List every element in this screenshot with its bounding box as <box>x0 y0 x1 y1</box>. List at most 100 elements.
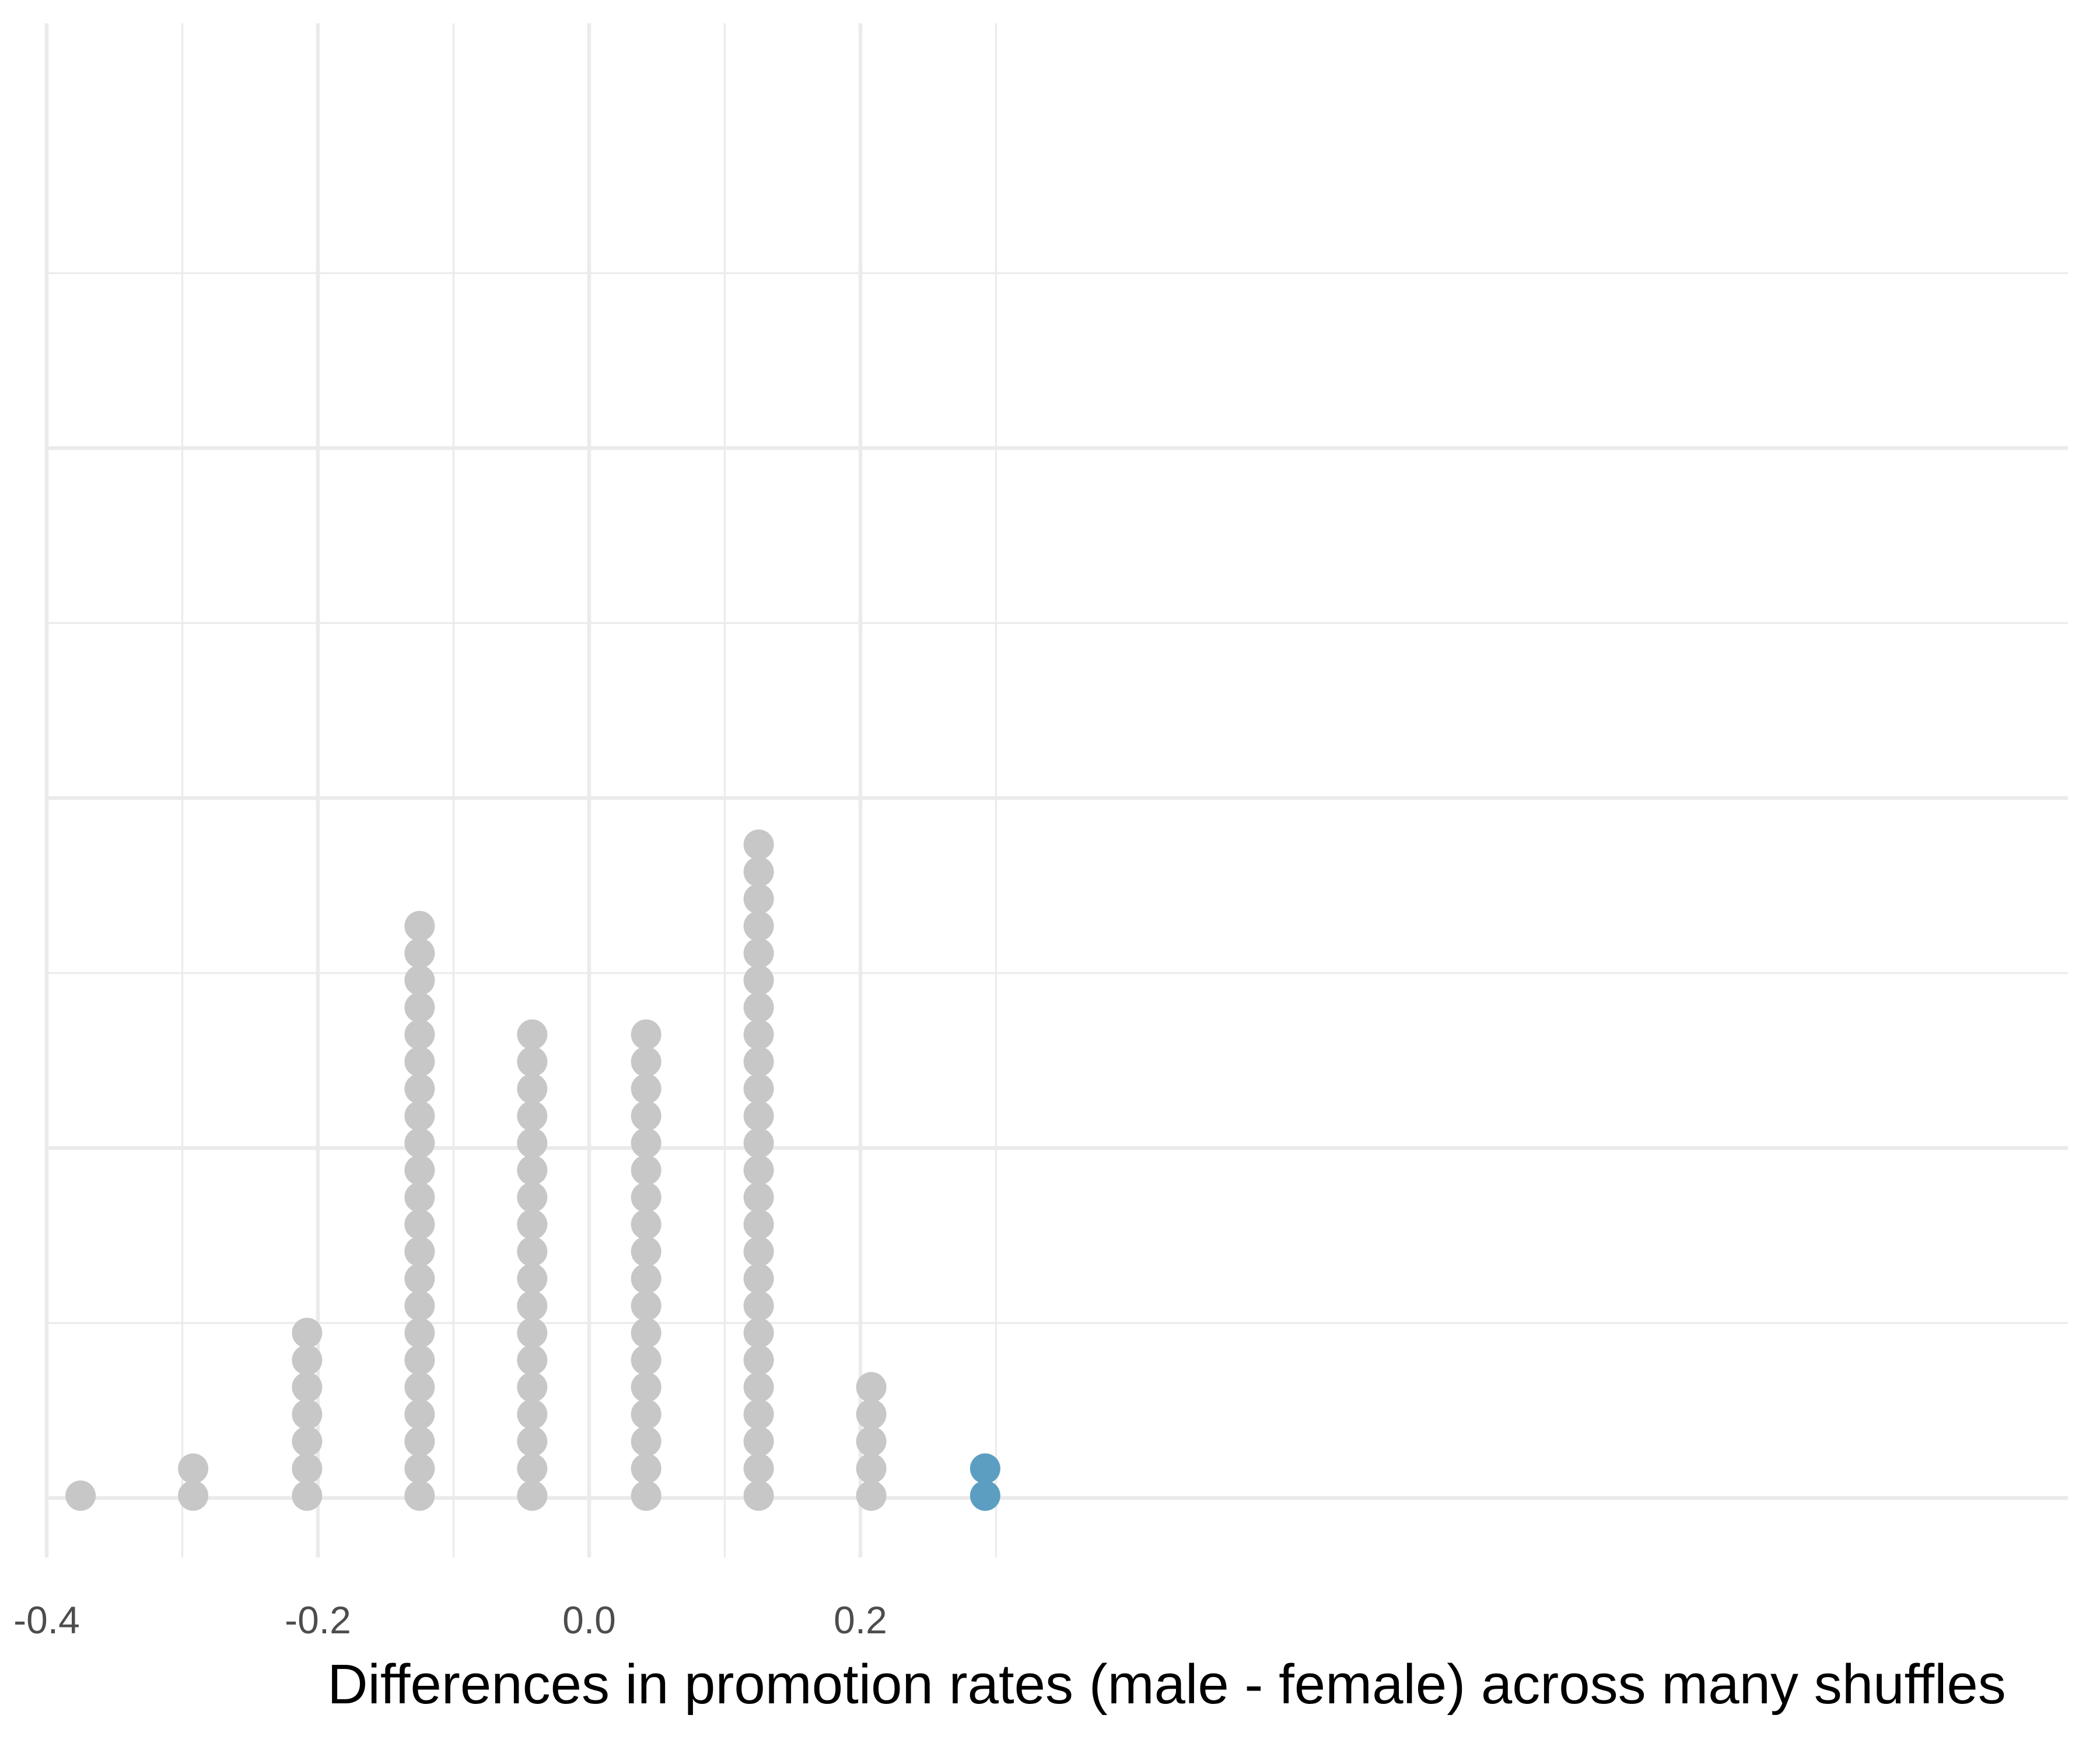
dot <box>631 1182 662 1213</box>
highlight-dot <box>970 1480 1000 1511</box>
dot <box>631 1345 662 1376</box>
dot <box>743 1073 774 1104</box>
dot <box>404 1399 435 1430</box>
dot <box>178 1480 209 1511</box>
dot <box>743 856 774 887</box>
dot <box>404 1236 435 1267</box>
dot <box>631 1264 662 1294</box>
dot <box>631 1236 662 1267</box>
dot <box>743 1372 774 1402</box>
dot <box>404 1264 435 1294</box>
dot <box>631 1046 662 1077</box>
dot <box>743 1046 774 1077</box>
dot <box>404 938 435 968</box>
x-tick-label: 0.0 <box>562 1598 616 1642</box>
dot <box>404 1101 435 1131</box>
dot <box>743 1345 774 1376</box>
dot <box>404 1318 435 1348</box>
dot <box>292 1372 323 1402</box>
dot <box>404 1046 435 1077</box>
x-tick-label: -0.2 <box>285 1598 351 1642</box>
dot <box>517 1264 548 1294</box>
dot <box>631 1399 662 1430</box>
dot <box>743 884 774 914</box>
dots <box>65 830 1000 1511</box>
dot <box>178 1453 209 1484</box>
dot <box>517 1290 548 1321</box>
dot <box>404 1426 435 1457</box>
dot <box>631 1155 662 1185</box>
dot <box>517 1128 548 1158</box>
dot <box>517 1399 548 1430</box>
highlight-dot <box>970 1453 1000 1484</box>
dot <box>517 1019 548 1050</box>
dot <box>856 1453 887 1484</box>
dot <box>743 1318 774 1348</box>
dot <box>292 1399 323 1430</box>
dot <box>404 1345 435 1376</box>
x-tick-label: -0.4 <box>13 1598 80 1642</box>
dot <box>404 1073 435 1104</box>
dot <box>292 1453 323 1484</box>
dot <box>65 1480 96 1511</box>
dot <box>743 1182 774 1213</box>
dot <box>631 1209 662 1240</box>
dot <box>743 1264 774 1294</box>
dot <box>743 830 774 860</box>
dot <box>631 1318 662 1348</box>
dot <box>743 1290 774 1321</box>
dot <box>517 1155 548 1185</box>
dot <box>743 1236 774 1267</box>
dot <box>517 1073 548 1104</box>
dot <box>292 1318 323 1348</box>
dot <box>517 1209 548 1240</box>
dot <box>292 1426 323 1457</box>
dot <box>631 1453 662 1484</box>
dot <box>743 1480 774 1511</box>
dot <box>404 1290 435 1321</box>
dot <box>856 1372 887 1402</box>
dot <box>517 1101 548 1131</box>
dot <box>517 1480 548 1511</box>
dot <box>743 965 774 996</box>
dot <box>631 1426 662 1457</box>
dot <box>856 1480 887 1511</box>
dot <box>631 1101 662 1131</box>
dot <box>517 1182 548 1213</box>
dot <box>743 911 774 942</box>
dot <box>404 1155 435 1185</box>
dot <box>743 938 774 968</box>
dot <box>856 1399 887 1430</box>
dot <box>404 965 435 996</box>
dot <box>856 1426 887 1457</box>
x-axis-title: Differences in promotion rates (male - f… <box>327 1653 2006 1716</box>
dot <box>517 1453 548 1484</box>
dot <box>743 992 774 1023</box>
dot <box>404 1128 435 1158</box>
dot <box>404 1209 435 1240</box>
dot <box>404 911 435 942</box>
dot <box>631 1019 662 1050</box>
dot <box>631 1372 662 1402</box>
dot <box>743 1453 774 1484</box>
dot <box>517 1236 548 1267</box>
dot <box>404 992 435 1023</box>
grid <box>44 23 2068 1558</box>
dot <box>292 1480 323 1511</box>
dot <box>743 1155 774 1185</box>
dot <box>404 1480 435 1511</box>
x-tick-labels: -0.4 -0.2 0.0 0.2 <box>13 1598 887 1642</box>
dot <box>404 1019 435 1050</box>
dot <box>743 1399 774 1430</box>
dot <box>743 1019 774 1050</box>
dot <box>517 1046 548 1077</box>
dot <box>404 1453 435 1484</box>
dot <box>631 1128 662 1158</box>
dot <box>631 1073 662 1104</box>
dot <box>743 1426 774 1457</box>
dot <box>517 1372 548 1402</box>
x-tick-label: 0.2 <box>834 1598 887 1642</box>
dot <box>404 1372 435 1402</box>
dot <box>743 1101 774 1131</box>
